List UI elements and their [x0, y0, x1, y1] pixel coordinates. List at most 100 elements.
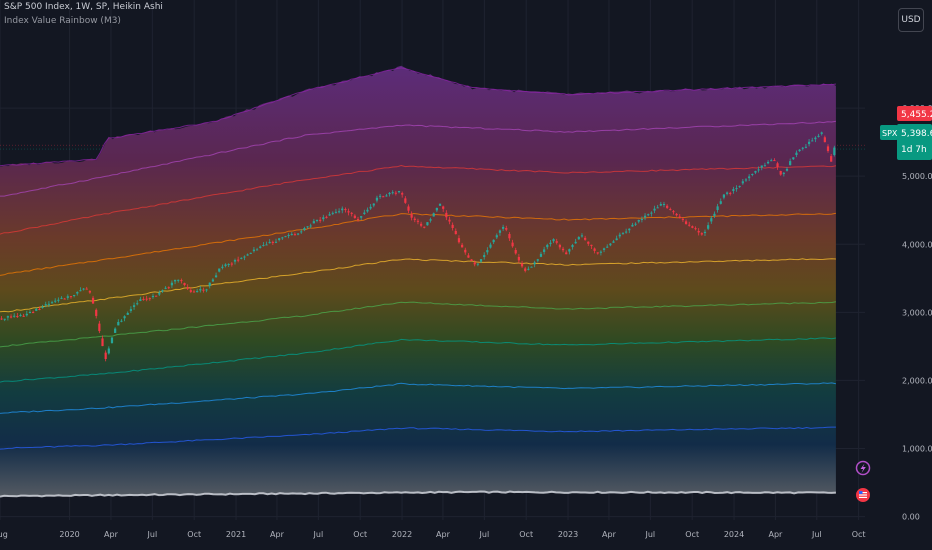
candle-body	[571, 245, 574, 248]
x-tick-label: 2024	[724, 530, 744, 539]
candle-body	[192, 291, 196, 293]
candle-body	[341, 208, 344, 211]
indicator-title[interactable]: Index Value Rainbow (M3)	[4, 16, 121, 26]
candle-body	[722, 194, 726, 198]
candle-body	[208, 282, 211, 286]
y-tick-label: 3,000.00	[902, 308, 932, 317]
candle-body	[429, 219, 432, 221]
candle-body	[539, 253, 543, 257]
candle-body	[703, 231, 707, 234]
candle-body	[214, 275, 218, 278]
candle-body	[344, 209, 347, 211]
candle-body	[91, 297, 95, 304]
symbol-title[interactable]: S&P 500 Index, 1W, SP, Heikin Ashi	[4, 2, 163, 12]
candle-body	[445, 212, 448, 218]
candle-body	[609, 243, 612, 246]
candle-body	[514, 249, 517, 254]
candle-body	[798, 149, 801, 152]
currency-button[interactable]: USD	[898, 8, 924, 32]
candle-body	[353, 215, 356, 219]
candle-body	[104, 352, 107, 360]
candle-body	[634, 223, 637, 225]
candle-body	[186, 287, 189, 289]
candle-body	[183, 283, 186, 286]
candle-body	[158, 292, 161, 295]
candle-body	[3, 318, 6, 320]
candle-body	[227, 264, 230, 266]
candle-body	[372, 203, 375, 206]
candle-body	[584, 237, 587, 240]
candle-body	[240, 257, 243, 259]
us-flag-icon[interactable]	[856, 488, 870, 502]
candle-body	[410, 214, 413, 218]
candle-body	[757, 169, 760, 171]
x-axis: Aug 2020 Apr Jul Oct 2021 Apr Jul Oct 2022 Apr Jul O…	[0, 530, 866, 539]
candle-body	[612, 241, 615, 243]
candle-body	[375, 197, 379, 201]
candle-body	[101, 338, 104, 347]
rainbow-bands	[0, 67, 837, 498]
candle-body	[6, 316, 9, 318]
candle-body	[19, 315, 22, 317]
candle-body	[293, 234, 297, 236]
candle-body	[145, 298, 148, 300]
candle-body	[454, 230, 457, 235]
candles	[0, 131, 836, 362]
candle-body	[426, 222, 429, 226]
candle-body	[9, 316, 13, 318]
candle-body	[404, 198, 407, 203]
candle-body	[684, 221, 688, 224]
candle-body	[300, 231, 303, 233]
candle-body	[577, 237, 580, 240]
candle-body	[322, 217, 325, 220]
candle-body	[536, 259, 539, 261]
rainbow-band-line	[0, 258, 836, 313]
candle-body	[262, 245, 265, 247]
lightning-icon[interactable]	[855, 460, 871, 476]
candle-body	[319, 219, 322, 221]
candle-body	[296, 233, 300, 235]
x-tick-label: Apr	[104, 530, 119, 539]
candle-body	[625, 231, 628, 233]
x-tick-label: Oct	[519, 530, 533, 539]
candle-body	[252, 249, 256, 252]
candle-body	[155, 295, 158, 297]
candle-body	[643, 215, 647, 218]
rainbow-band-line	[0, 426, 836, 450]
candle-body	[568, 249, 571, 252]
candle-body	[337, 211, 341, 213]
candle-body	[110, 337, 114, 343]
candle-body	[312, 221, 315, 224]
candle-body	[25, 313, 28, 316]
candle-body	[599, 251, 603, 253]
x-tick-label: Jul	[313, 530, 324, 539]
candle-body	[126, 312, 129, 315]
rainbow-fill-area	[0, 65, 836, 497]
candle-body	[479, 259, 483, 262]
candle-body	[505, 228, 508, 230]
x-tick-label: Oct	[685, 530, 699, 539]
candle-body	[587, 241, 590, 244]
high-price-label: 5,455.20	[901, 110, 932, 120]
y-tick-label: 5,000.00	[902, 172, 932, 181]
candle-body	[388, 192, 391, 195]
x-tick-label: Aug	[0, 530, 8, 539]
rainbow-band-line	[0, 337, 836, 383]
candle-body	[136, 303, 139, 305]
candle-body	[789, 161, 792, 166]
candle-body	[366, 209, 369, 212]
candle-body	[438, 203, 442, 206]
candle-body	[148, 298, 151, 300]
x-tick-label: 2021	[226, 530, 246, 539]
candle-body	[13, 315, 16, 317]
candle-body	[47, 303, 50, 305]
candle-body	[662, 204, 666, 206]
candle-body	[801, 147, 804, 149]
candle-body	[233, 260, 237, 262]
candle-body	[382, 196, 385, 198]
candle-body	[713, 213, 716, 216]
candle-body	[331, 212, 334, 214]
candle-body	[524, 268, 527, 271]
candle-body	[647, 214, 650, 216]
